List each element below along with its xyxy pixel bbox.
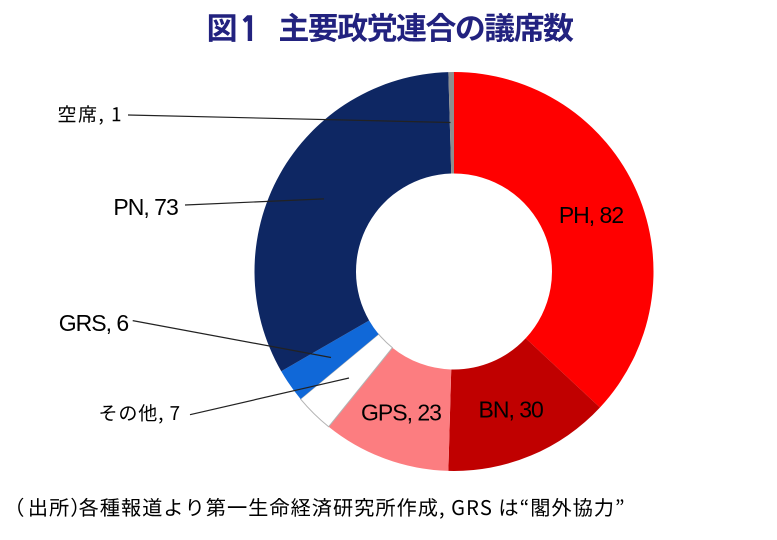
- svg-text:PH, 82: PH, 82: [559, 202, 624, 228]
- svg-text:GRS, 6: GRS, 6: [59, 310, 129, 336]
- svg-text:PN, 73: PN, 73: [113, 194, 178, 220]
- svg-text:GPS, 23: GPS, 23: [361, 399, 441, 425]
- svg-text:BN, 30: BN, 30: [479, 397, 544, 423]
